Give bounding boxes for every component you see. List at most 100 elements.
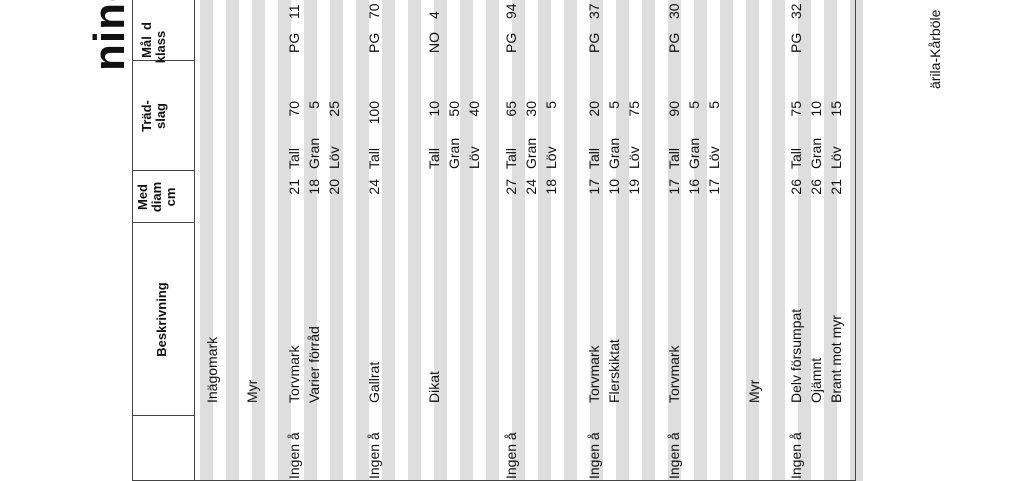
row-stripe	[460, 0, 473, 481]
row-percent: 20	[586, 101, 602, 117]
row-note: Ingen å	[666, 432, 682, 479]
row-stripe	[356, 0, 369, 481]
row-percent: 40	[466, 101, 482, 117]
row-percent: 30	[523, 101, 539, 117]
row-species: Gran	[606, 137, 622, 169]
row-diameter: 27	[503, 179, 519, 195]
row-description: Gallrat	[366, 361, 382, 403]
row-stripe	[278, 0, 291, 481]
row-stripe	[564, 0, 577, 481]
row-id: 37	[586, 3, 602, 19]
row-id: 4	[426, 11, 442, 19]
row-stripe	[720, 0, 733, 481]
row-stripe	[772, 0, 785, 481]
row-stripe	[252, 0, 265, 481]
row-percent: 15	[828, 101, 844, 117]
row-stripe	[642, 0, 655, 481]
row-percent: 5	[306, 101, 322, 109]
row-percent: 100	[366, 101, 382, 125]
row-description: Dikat	[426, 371, 442, 403]
row-species: Gran	[808, 137, 824, 169]
row-malklass: PG	[586, 32, 602, 53]
row-id: 32	[788, 3, 804, 19]
row-description: Ojämnt	[808, 357, 824, 403]
row-malklass: PG	[503, 32, 519, 53]
row-species: Gran	[306, 137, 322, 169]
row-species: Löv	[466, 146, 482, 169]
row-diameter: 16	[686, 179, 702, 195]
row-malklass: PG	[666, 32, 682, 53]
table-top-border	[132, 0, 133, 481]
row-note: Ingen å	[586, 432, 602, 479]
row-percent: 5	[686, 101, 702, 109]
row-percent: 5	[543, 101, 559, 109]
row-percent: 75	[788, 101, 804, 117]
row-species: Tall	[366, 147, 382, 169]
row-percent: 10	[808, 101, 824, 117]
row-stripe	[694, 0, 707, 481]
row-diameter: 21	[828, 179, 844, 195]
header-separator	[194, 0, 195, 481]
row-stripe	[382, 0, 395, 481]
row-species: Tall	[788, 147, 804, 169]
row-description: Delv försumpat	[788, 308, 804, 403]
row-diameter: 21	[286, 179, 302, 195]
row-diameter: 17	[706, 179, 722, 195]
row-stripe	[590, 0, 603, 481]
row-malklass: PG	[788, 32, 804, 53]
row-stripe	[512, 0, 525, 481]
table-bottom-border	[855, 0, 856, 481]
row-species: Löv	[828, 146, 844, 169]
header-med-diam-label: Med diam cm	[135, 181, 178, 213]
row-stripe	[668, 0, 681, 481]
row-percent: 90	[666, 101, 682, 117]
row-species: Löv	[706, 146, 722, 169]
row-species: Tall	[426, 147, 442, 169]
row-diameter: 17	[586, 179, 602, 195]
row-stripe	[434, 0, 447, 481]
row-diameter: 10	[606, 179, 622, 195]
row-percent: 70	[286, 101, 302, 117]
row-stripe	[200, 0, 213, 481]
row-description: Varier förråd	[306, 326, 322, 403]
row-description: Flerskiktat	[606, 339, 622, 403]
row-stripe	[408, 0, 421, 481]
row-percent: 65	[503, 101, 519, 117]
row-species: Tall	[586, 147, 602, 169]
row-malklass: PG	[366, 32, 382, 53]
row-note: Ingen å	[366, 432, 382, 479]
row-malklass: NO	[426, 32, 442, 53]
row-diameter: 17	[666, 179, 682, 195]
row-description: Inägomark	[204, 336, 220, 403]
row-species: Tall	[666, 147, 682, 169]
footer-location: ärila-Kårböle	[927, 9, 943, 89]
row-stripe	[330, 0, 343, 481]
row-percent: 50	[446, 101, 462, 117]
row-stripe	[824, 0, 837, 481]
row-description: Torvmark	[586, 345, 602, 403]
row-percent: 5	[706, 101, 722, 109]
row-diameter: 19	[626, 179, 642, 195]
row-description: Myr	[244, 379, 260, 403]
row-diameter: 26	[808, 179, 824, 195]
row-diameter: 24	[366, 179, 382, 195]
page-title: ning	[85, 0, 134, 71]
row-note: Ingen å	[503, 432, 519, 479]
row-diameter: 24	[523, 179, 539, 195]
row-species: Löv	[626, 146, 642, 169]
row-description: Myr	[746, 379, 762, 403]
row-percent: 75	[626, 101, 642, 117]
row-species: Gran	[446, 137, 462, 169]
row-percent: 25	[326, 101, 342, 117]
row-species: Löv	[326, 146, 342, 169]
row-percent: 5	[606, 101, 622, 109]
row-description: Torvmark	[286, 345, 302, 403]
row-diameter: 20	[326, 179, 342, 195]
row-note: Ingen å	[788, 432, 804, 479]
row-stripe	[798, 0, 811, 481]
row-stripe	[304, 0, 317, 481]
row-id: 11	[286, 4, 302, 19]
row-stripe	[616, 0, 629, 481]
row-diameter: 18	[306, 179, 322, 195]
row-stripe	[850, 0, 863, 481]
